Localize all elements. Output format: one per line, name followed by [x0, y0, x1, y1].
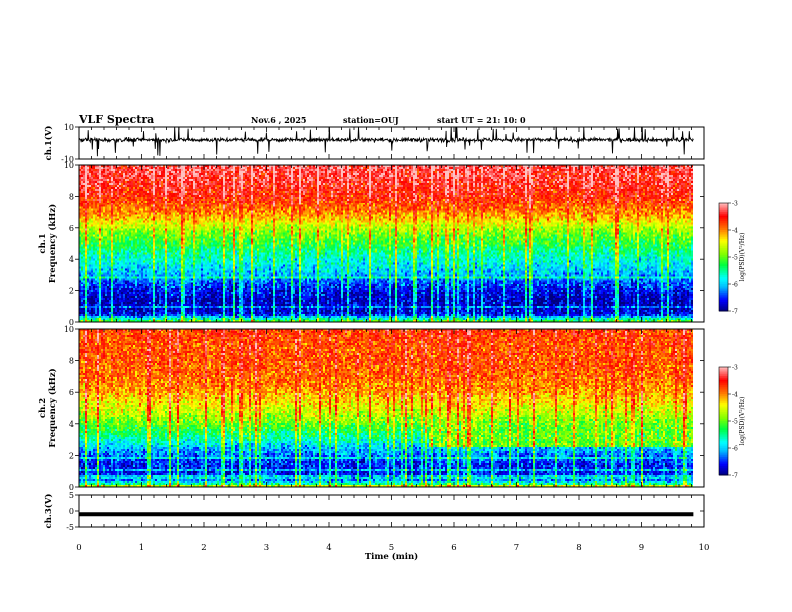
ch1-spectrogram-image	[79, 165, 693, 322]
s1-x-ticks	[78, 165, 705, 322]
x-tick-label: 8	[576, 543, 581, 553]
y-tick-label: 2	[69, 451, 74, 460]
colorbar-tick-label: -7	[732, 473, 738, 480]
ch3-x-ticks	[78, 495, 705, 527]
colorbar-tick-label: -3	[732, 365, 738, 372]
ch2-colorbar: -3 -4 -5 -6 -7 log(PSD)(V²/Hz)	[718, 365, 746, 480]
y-tick-label: 8	[69, 192, 74, 201]
s2-x-ticks	[78, 329, 705, 487]
station-label: station=OUJ	[343, 115, 399, 125]
y-tick-label: 10	[64, 161, 74, 170]
ch1-spec-y-label: ch.1Frequency (kHz)	[38, 204, 58, 283]
ch2-spectrogram	[79, 329, 693, 487]
x-axis: 0 1 2 3 4 5 6 7 8 9 10 Time (min)	[76, 543, 709, 562]
colorbar-tick-label: -3	[732, 201, 738, 208]
ch1-waveform-line	[78, 126, 694, 157]
x-tick-label: 4	[326, 543, 331, 553]
date-label: Nov.6 , 2025	[251, 115, 307, 125]
y-tick-label: 2	[69, 287, 74, 296]
y-tick-label: 10	[64, 123, 74, 132]
colorbar-tick-label: -4	[732, 392, 738, 399]
colorbar-tick-label: -7	[732, 309, 738, 316]
x-axis-label: Time (min)	[365, 551, 418, 562]
colorbar-tick-label: -5	[732, 419, 738, 426]
ch1-spec-y-ticks: 0 2 4 6 8 10	[64, 161, 704, 327]
y-tick-label: 10	[64, 325, 74, 334]
colorbar-tick-label: -6	[732, 446, 738, 453]
y-tick-label: 8	[69, 357, 74, 366]
y-tick-label: 4	[69, 420, 74, 429]
colorbar-label: log(PSD)(V²/Hz)	[739, 397, 746, 446]
ch1-spectrogram	[79, 165, 693, 322]
y-tick-label: 4	[69, 255, 74, 264]
x-tick-label: 3	[264, 543, 269, 553]
x-tick-label: 9	[639, 543, 644, 553]
plot-title: VLF Spectra	[79, 113, 155, 126]
colorbar-tick-label: -4	[732, 228, 738, 235]
colorbar-tick-label: -5	[732, 255, 738, 262]
ch1-x-ticks	[78, 127, 705, 159]
ch2-spectrogram-image	[79, 329, 693, 487]
x-tick-label: 0	[76, 543, 81, 553]
x-tick-label: 2	[201, 543, 206, 553]
x-tick-label: 10	[699, 543, 710, 553]
y-tick-label: 5	[69, 491, 74, 500]
ch3-y-label: ch.3(V)	[43, 494, 54, 529]
y-tick-label: 6	[69, 388, 74, 397]
colorbar-label: log(PSD)(V²/Hz)	[739, 233, 746, 282]
x-tick-label: 6	[451, 543, 456, 553]
y-tick-label: 6	[69, 224, 74, 233]
ch2-spec-y-label: ch.2Frequency (kHz)	[38, 368, 58, 447]
ch2-spec-y-ticks: 0 2 4 6 8 10	[64, 325, 704, 492]
y-tick-label: 0	[69, 483, 74, 492]
x-tick-label: 5	[389, 543, 394, 553]
start-time-label: start UT = 21: 10: 0	[437, 115, 526, 125]
colorbar-tick-label: -6	[732, 282, 738, 289]
y-tick-label: -5	[66, 523, 74, 532]
y-tick-label: -10	[61, 155, 74, 164]
ch1-wave-y-label: ch.1(V)	[43, 126, 54, 161]
y-tick-label: 0	[69, 507, 74, 516]
ch1-wave-y-ticks: 10 -10	[61, 123, 704, 164]
ch1-colorbar: -3 -4 -5 -6 -7 log(PSD)(V²/Hz)	[718, 201, 746, 316]
ch3-y-ticks: 5 0 -5	[66, 491, 704, 532]
x-tick-label: 7	[514, 543, 519, 553]
y-tick-label: 0	[69, 318, 74, 327]
x-tick-label: 1	[139, 543, 144, 553]
